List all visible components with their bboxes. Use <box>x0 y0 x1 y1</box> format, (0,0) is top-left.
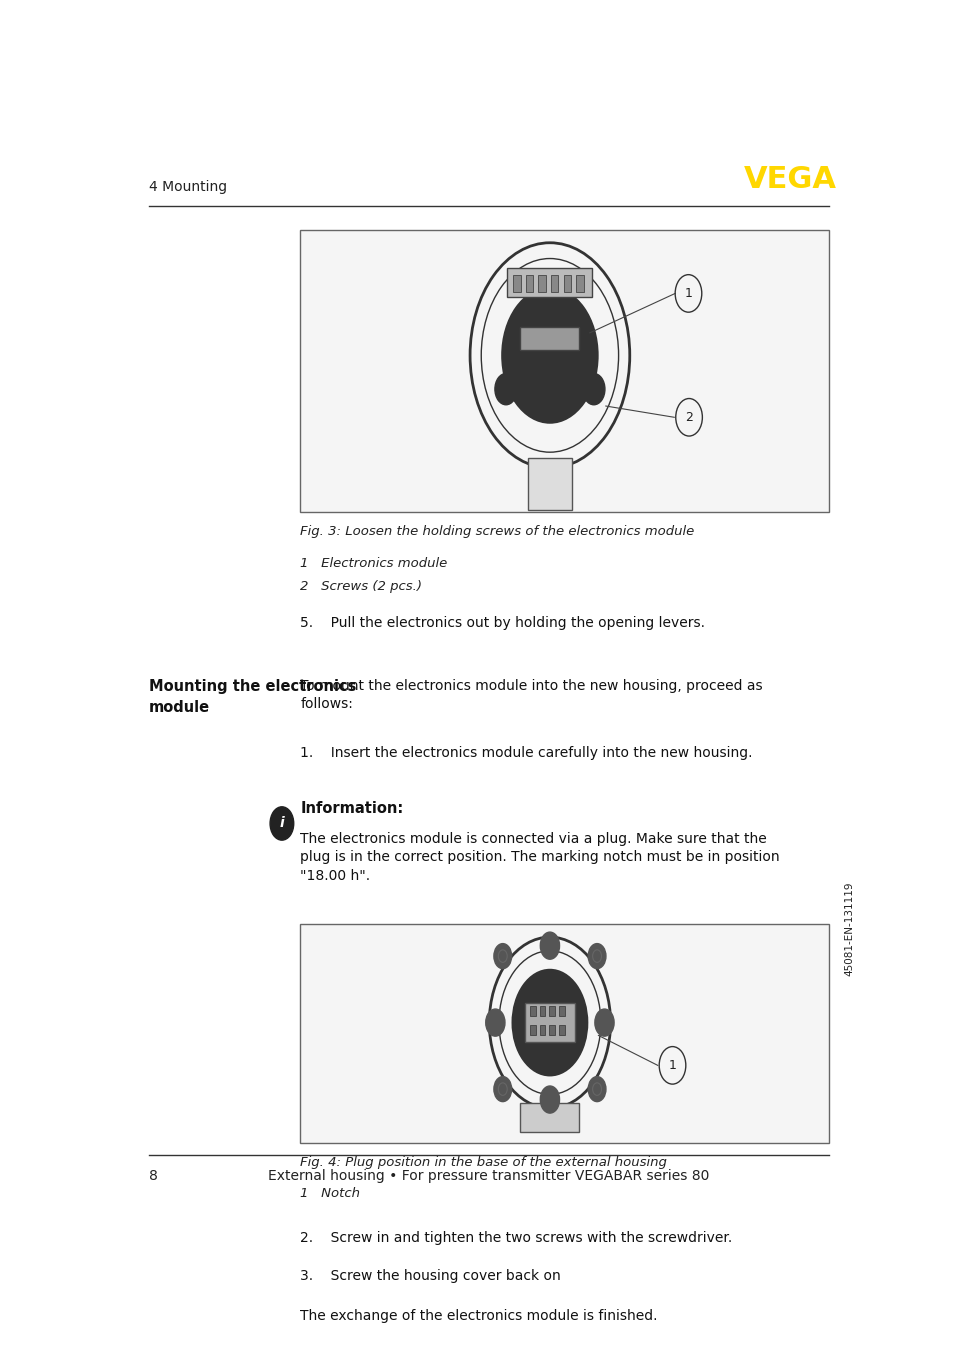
Bar <box>519 328 578 351</box>
Bar <box>537 275 545 291</box>
Circle shape <box>588 1076 605 1102</box>
Bar <box>558 1025 564 1034</box>
FancyBboxPatch shape <box>300 230 828 512</box>
Text: Information:: Information: <box>300 800 403 815</box>
Circle shape <box>595 1009 614 1036</box>
Text: To mount the electronics module into the new housing, proceed as
follows:: To mount the electronics module into the… <box>300 678 762 711</box>
Text: 2: 2 <box>684 410 692 424</box>
Text: VEGA: VEGA <box>742 165 836 194</box>
Bar <box>530 1025 536 1034</box>
Circle shape <box>524 320 575 391</box>
Bar <box>549 1025 555 1034</box>
Text: 45081-EN-131119: 45081-EN-131119 <box>843 881 854 976</box>
Text: i: i <box>279 816 284 830</box>
Text: Fig. 4: Plug position in the base of the external housing: Fig. 4: Plug position in the base of the… <box>300 1156 666 1169</box>
Bar <box>525 275 533 291</box>
Text: 1   Electronics module: 1 Electronics module <box>300 556 447 570</box>
Circle shape <box>539 932 559 959</box>
Bar <box>519 1104 578 1132</box>
Bar <box>527 458 572 509</box>
Circle shape <box>582 374 604 405</box>
Bar <box>513 275 520 291</box>
Text: 8: 8 <box>149 1169 157 1182</box>
Text: Mounting the electronics
module: Mounting the electronics module <box>149 678 355 715</box>
Circle shape <box>270 807 294 839</box>
Text: 4 Mounting: 4 Mounting <box>149 180 227 194</box>
Bar <box>539 1025 545 1034</box>
Circle shape <box>512 969 587 1075</box>
Text: 3.    Screw the housing cover back on: 3. Screw the housing cover back on <box>300 1269 560 1282</box>
Circle shape <box>501 288 598 422</box>
Bar <box>576 275 583 291</box>
Text: 2   Screws (2 pcs.): 2 Screws (2 pcs.) <box>300 580 422 593</box>
Circle shape <box>539 1086 559 1113</box>
Bar <box>539 1006 545 1017</box>
Circle shape <box>494 944 511 968</box>
Bar <box>530 1006 536 1017</box>
Text: The electronics module is connected via a plug. Make sure that the
plug is in th: The electronics module is connected via … <box>300 831 780 883</box>
Circle shape <box>495 374 517 405</box>
Bar <box>563 275 571 291</box>
Bar <box>507 268 592 297</box>
Text: External housing • For pressure transmitter VEGABAR series 80: External housing • For pressure transmit… <box>268 1169 709 1182</box>
Text: 1: 1 <box>684 287 692 301</box>
Text: 1   Notch: 1 Notch <box>300 1187 360 1201</box>
Text: 1.    Insert the electronics module carefully into the new housing.: 1. Insert the electronics module careful… <box>300 746 752 761</box>
Text: The exchange of the electronics module is finished.: The exchange of the electronics module i… <box>300 1309 658 1323</box>
Circle shape <box>494 1076 511 1102</box>
Text: 5.    Pull the electronics out by holding the opening levers.: 5. Pull the electronics out by holding t… <box>300 616 704 630</box>
Circle shape <box>588 944 605 968</box>
Bar <box>524 1003 575 1043</box>
Bar <box>558 1006 564 1017</box>
Text: 1: 1 <box>668 1059 676 1072</box>
Bar <box>549 1006 555 1017</box>
Text: Fig. 3: Loosen the holding screws of the electronics module: Fig. 3: Loosen the holding screws of the… <box>300 525 694 539</box>
FancyBboxPatch shape <box>300 923 828 1143</box>
Circle shape <box>485 1009 504 1036</box>
Bar <box>551 275 558 291</box>
Text: 2.    Screw in and tighten the two screws with the screwdriver.: 2. Screw in and tighten the two screws w… <box>300 1231 732 1246</box>
